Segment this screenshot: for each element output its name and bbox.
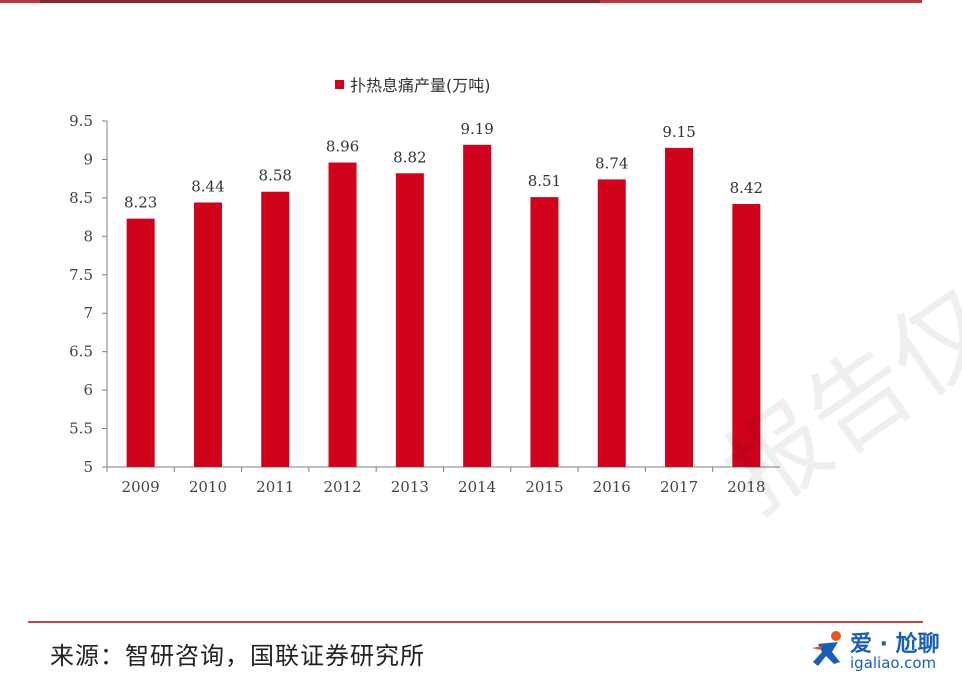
y-tick-label: 7.5 bbox=[69, 266, 93, 284]
data-label: 8.44 bbox=[191, 178, 224, 196]
y-tick-label: 7 bbox=[83, 304, 93, 322]
top-cutoff-text-strip bbox=[40, 0, 600, 3]
y-tick-label: 9.5 bbox=[69, 112, 93, 130]
x-tick-label: 2012 bbox=[323, 478, 361, 496]
x-tick-label: 2016 bbox=[593, 478, 631, 496]
data-label: 9.19 bbox=[460, 120, 493, 138]
footer-divider bbox=[28, 621, 923, 623]
x-tick-label: 2010 bbox=[189, 478, 227, 496]
bar bbox=[530, 197, 559, 467]
y-tick-label: 5 bbox=[83, 458, 93, 476]
data-label: 8.58 bbox=[259, 167, 292, 185]
bar bbox=[732, 204, 761, 468]
data-label: 8.42 bbox=[730, 179, 763, 197]
source-note: 来源：智研咨询，国联证券研究所 bbox=[50, 642, 425, 670]
logo-text-cn: 爱 · 尬聊 bbox=[850, 632, 940, 657]
bar bbox=[328, 162, 357, 467]
bar bbox=[193, 202, 222, 467]
x-tick-label: 2014 bbox=[458, 478, 496, 496]
y-tick-label: 6 bbox=[83, 381, 93, 399]
data-label: 8.74 bbox=[595, 154, 628, 172]
site-logo[interactable]: 爱 · 尬聊 igaliao.com bbox=[808, 624, 958, 680]
data-label: 8.23 bbox=[124, 194, 157, 212]
data-label: 8.51 bbox=[528, 172, 561, 190]
legend-label: 扑热息痛产量(万吨) bbox=[350, 76, 491, 95]
y-tick-label: 8 bbox=[83, 227, 93, 245]
data-label: 8.82 bbox=[393, 148, 426, 166]
x-tick-label: 2015 bbox=[525, 478, 563, 496]
logo-text-en: igaliao.com bbox=[850, 654, 937, 672]
chart-legend: 扑热息痛产量(万吨) bbox=[335, 74, 491, 95]
y-tick-label: 6.5 bbox=[69, 343, 93, 361]
bar bbox=[261, 191, 290, 467]
x-tick-label: 2017 bbox=[660, 478, 698, 496]
figure-logo-icon bbox=[812, 631, 841, 666]
x-tick-label: 2011 bbox=[256, 478, 294, 496]
y-tick-label: 9 bbox=[83, 150, 93, 168]
bar bbox=[395, 173, 424, 468]
y-tick-label: 8.5 bbox=[69, 189, 93, 207]
bar bbox=[463, 144, 492, 467]
legend-swatch bbox=[335, 79, 344, 89]
x-tick-label: 2018 bbox=[727, 478, 765, 496]
x-tick-label: 2009 bbox=[122, 478, 160, 496]
y-tick-label: 5.5 bbox=[69, 420, 93, 438]
bar bbox=[665, 147, 694, 467]
data-label: 8.96 bbox=[326, 138, 359, 156]
x-tick-label: 2013 bbox=[391, 478, 429, 496]
bar bbox=[126, 218, 155, 467]
data-label: 9.15 bbox=[662, 123, 695, 141]
bar bbox=[597, 179, 626, 468]
